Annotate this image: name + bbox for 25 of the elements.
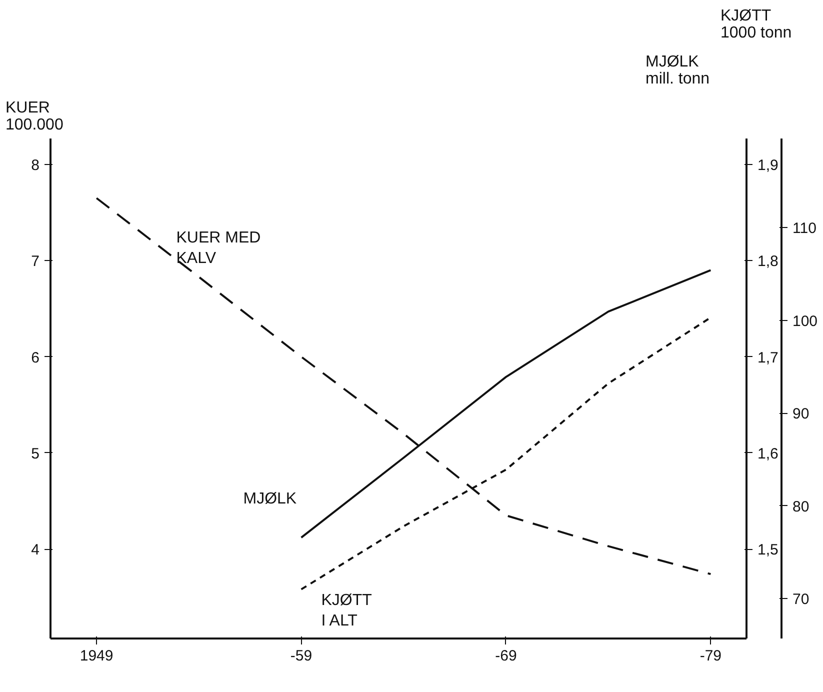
y-axis-title: KUER 100.000 — [6, 100, 64, 134]
y3-tick-label: 100 — [792, 312, 818, 330]
series-label: KUER MED KALV — [176, 229, 261, 267]
y-tick-label: 6 — [31, 349, 40, 366]
y2-tick-label: 1,9 — [758, 156, 778, 174]
y-tick-label: 8 — [31, 156, 40, 174]
y3-tick-label: 80 — [792, 498, 810, 516]
x-tick-label: -59 — [290, 648, 312, 664]
y-tick-label: 4 — [31, 542, 40, 559]
y3-axis-title: KJØTT 1000 tonn — [720, 8, 792, 42]
y2-tick-label: 1,5 — [758, 542, 778, 559]
y-tick-label: 7 — [31, 253, 40, 270]
y3-tick-label: 70 — [792, 591, 810, 608]
y2-tick-label: 1,6 — [758, 445, 778, 462]
y2-tick-label: 1,8 — [758, 253, 778, 270]
series-label: MJØLK — [243, 490, 297, 508]
x-tick-label: -79 — [700, 648, 722, 664]
y2-axis-title: MJØLK mill. tonn — [646, 54, 710, 88]
y2-tick-label: 1,7 — [758, 349, 778, 366]
series-label: KJØTT I ALT — [321, 592, 372, 630]
y3-tick-label: 110 — [792, 220, 816, 238]
x-tick-label: 1949 — [80, 648, 114, 664]
y-tick-label: 5 — [31, 445, 40, 462]
x-tick-label: -69 — [495, 648, 517, 664]
y3-tick-label: 90 — [792, 406, 810, 423]
